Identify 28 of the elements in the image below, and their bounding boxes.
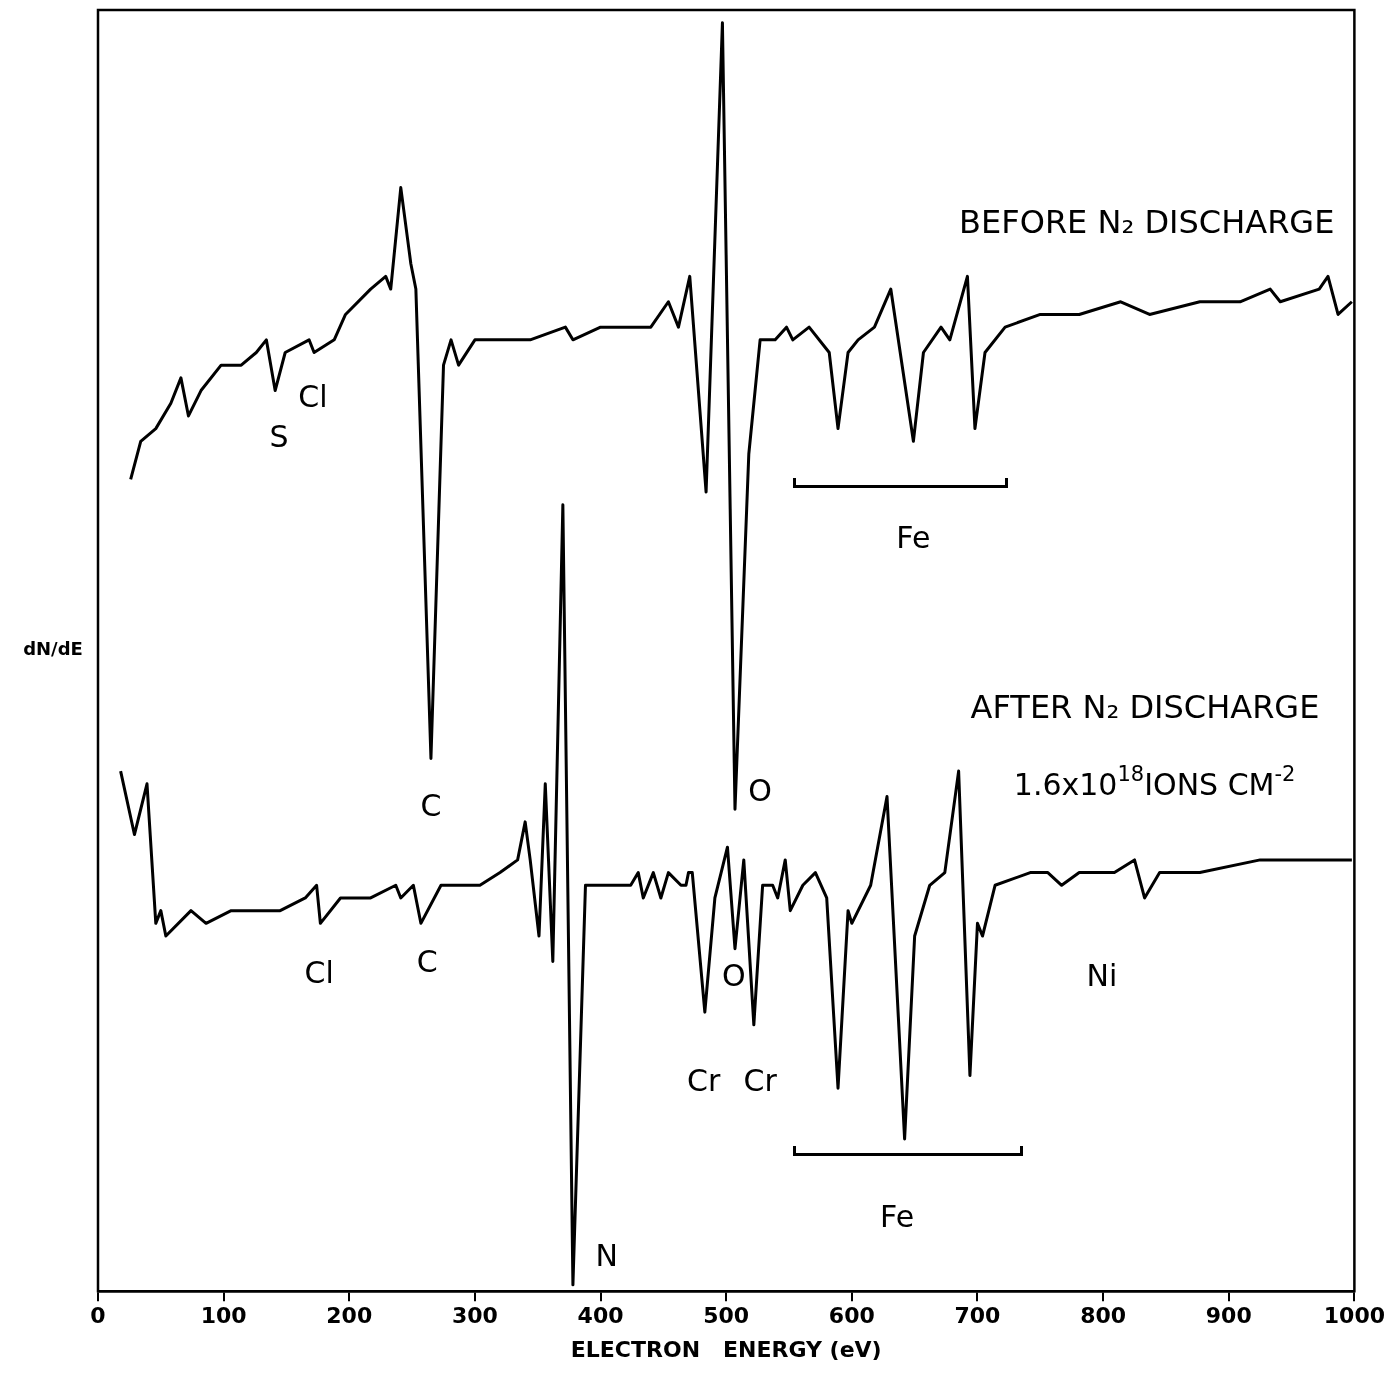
annotation: S [269,419,289,454]
x-tick-label: 600 [828,1303,875,1329]
annotation: O [721,958,746,994]
annotation: Ni [1086,958,1118,994]
x-tick-label: 900 [1205,1303,1252,1329]
x-tick-label: 100 [200,1303,247,1329]
x-axis-title: ELECTRON ENERGY (eV) [570,1336,882,1362]
x-tick-label: 1000 [1323,1303,1385,1329]
annotation: C [416,944,438,980]
annotation: Cl [304,954,334,990]
annotation: Fe [880,1199,915,1235]
x-tick-label: 200 [326,1303,373,1329]
x-tick-label: 500 [703,1303,750,1329]
series-label: BEFORE N₂ DISCHARGE [959,203,1335,242]
annotation: N [595,1237,619,1273]
series-label: AFTER N₂ DISCHARGE [970,688,1320,727]
y-axis-title: dN/dE [23,638,83,660]
annotation: Cr [686,1063,721,1099]
x-tick-label: 300 [451,1303,498,1329]
annotation: Cr [743,1063,778,1099]
x-tick-label: 700 [954,1303,1001,1329]
x-tick-label: 800 [1080,1303,1127,1329]
annotation: Fe [896,520,931,556]
annotation: O [748,772,772,808]
annotation: Cl [298,379,328,415]
x-tick-label: 0 [90,1303,106,1329]
x-tick-label: 400 [577,1303,624,1329]
annotation: C [420,787,442,823]
